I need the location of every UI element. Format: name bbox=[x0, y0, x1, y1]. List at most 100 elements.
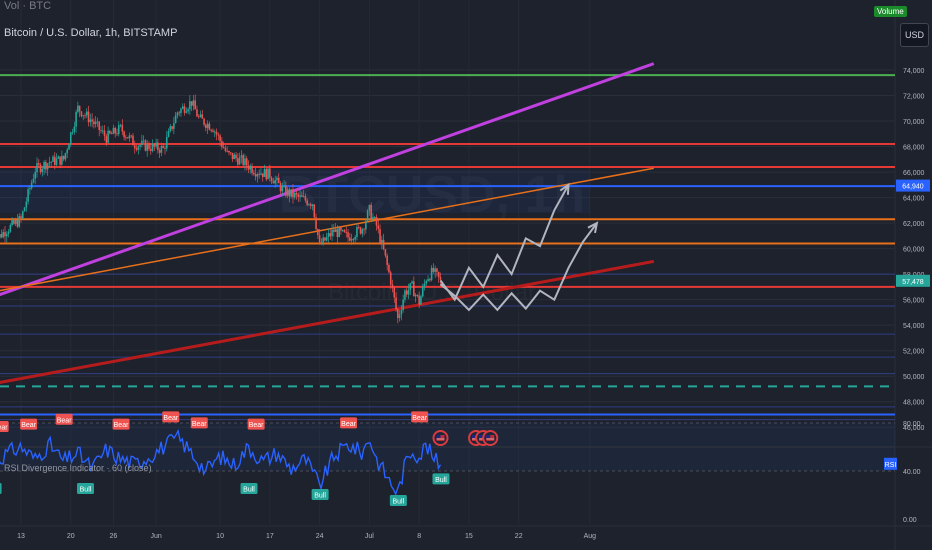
candle-body bbox=[100, 130, 102, 131]
price-label: 57,478 bbox=[902, 279, 924, 286]
candle-body bbox=[146, 143, 149, 151]
bear-signal-label: Bear bbox=[341, 421, 356, 428]
candle-body bbox=[402, 299, 404, 311]
candle-body bbox=[178, 112, 180, 114]
candle-body bbox=[359, 227, 362, 234]
currency-button[interactable]: USD bbox=[900, 23, 929, 47]
candle-body bbox=[436, 268, 438, 272]
candle-body bbox=[267, 168, 269, 180]
y-tick-label: 54,000 bbox=[903, 323, 925, 330]
x-tick-label: 17 bbox=[266, 533, 274, 540]
y-tick-label: 56,000 bbox=[903, 298, 925, 305]
bear-signal-box bbox=[55, 413, 73, 425]
candle-body bbox=[69, 132, 72, 145]
candle-body bbox=[61, 155, 63, 165]
bull-signal-box bbox=[0, 483, 2, 494]
candle-body bbox=[96, 121, 99, 123]
candle-body bbox=[395, 297, 397, 310]
candle-body bbox=[210, 129, 212, 131]
candle-body bbox=[75, 111, 77, 127]
candle-body bbox=[295, 193, 298, 195]
x-tick-label: Jul bbox=[365, 533, 374, 540]
candle-body bbox=[333, 229, 335, 232]
y-tick-label: 52,000 bbox=[903, 349, 925, 356]
candle-body bbox=[206, 123, 209, 129]
candle-body bbox=[114, 127, 117, 134]
candle-body bbox=[130, 135, 133, 137]
candle-body bbox=[162, 145, 164, 148]
candle-body bbox=[233, 154, 236, 160]
candle-body bbox=[397, 309, 399, 319]
candle-body bbox=[366, 210, 369, 221]
candle-body bbox=[20, 216, 22, 219]
candle-body bbox=[276, 177, 278, 181]
candle-body bbox=[34, 172, 37, 179]
y-tick-label: 46,000 bbox=[903, 425, 925, 432]
candle-body bbox=[73, 126, 76, 132]
symbol-title[interactable]: Bitcoin / U.S. Dollar, 1h, BITSTAMP bbox=[4, 27, 178, 39]
candle-body bbox=[169, 126, 172, 132]
candle-body bbox=[336, 229, 339, 237]
candle-body bbox=[327, 233, 330, 237]
candle-body bbox=[245, 158, 248, 166]
event-marker-flag-blue bbox=[436, 435, 441, 438]
candle-body bbox=[199, 114, 202, 117]
candle-body bbox=[183, 106, 186, 113]
x-tick-label: 13 bbox=[17, 533, 25, 540]
candle-body bbox=[171, 126, 173, 129]
candle-body bbox=[299, 195, 301, 197]
volume-title: Vol · BTC bbox=[4, 0, 52, 12]
candle-body bbox=[258, 174, 260, 175]
bull-signal-box bbox=[311, 489, 329, 500]
candle-body bbox=[320, 242, 323, 245]
candle-body bbox=[116, 133, 118, 135]
bear-signal-box bbox=[0, 421, 9, 432]
candle-body bbox=[164, 147, 166, 149]
projection-arrowhead bbox=[587, 221, 599, 234]
candle-body bbox=[123, 131, 125, 138]
candle-body bbox=[389, 272, 392, 285]
candle-body bbox=[201, 114, 204, 119]
candle-body bbox=[213, 131, 216, 133]
candle-body bbox=[128, 135, 131, 139]
candle-body bbox=[21, 211, 24, 219]
candle-body bbox=[304, 196, 307, 201]
candle-body bbox=[292, 189, 294, 198]
bear-signal-label: Bear bbox=[249, 422, 264, 429]
candle-body bbox=[251, 165, 253, 173]
candle-body bbox=[439, 277, 442, 280]
candle-body bbox=[420, 296, 422, 305]
candle-body bbox=[222, 146, 225, 148]
candle-body bbox=[27, 189, 29, 202]
candle-body bbox=[203, 118, 205, 125]
x-tick-label: 15 bbox=[465, 533, 473, 540]
candle-body bbox=[263, 168, 266, 177]
bull-signal-box bbox=[240, 483, 258, 494]
candle-body bbox=[224, 147, 227, 151]
candle-body bbox=[4, 231, 6, 237]
trendline bbox=[0, 62, 655, 297]
candle-body bbox=[226, 150, 228, 152]
bear-signal-box bbox=[112, 418, 130, 430]
candle-body bbox=[137, 146, 140, 150]
candle-body bbox=[197, 116, 200, 118]
candle-body bbox=[350, 239, 353, 241]
candle-body bbox=[425, 281, 428, 284]
rsi-indicator-title[interactable]: RSI Divergence Indicator · 60 (close) bbox=[4, 463, 152, 473]
bull-signal-label: Bull bbox=[314, 493, 326, 500]
bear-signal-box bbox=[162, 411, 180, 423]
y-tick-label: 50,000 bbox=[903, 374, 925, 381]
candle-body bbox=[103, 130, 106, 137]
bear-signal-box bbox=[20, 418, 38, 430]
candle-body bbox=[302, 196, 305, 197]
candle-body bbox=[196, 109, 198, 117]
candle-body bbox=[11, 220, 13, 225]
x-tick-label: 20 bbox=[67, 533, 75, 540]
candle-body bbox=[32, 178, 35, 183]
volume-badge[interactable]: Volume bbox=[874, 6, 907, 17]
bear-signal-box bbox=[411, 411, 429, 423]
candle-body bbox=[205, 124, 207, 129]
candle-body bbox=[149, 149, 152, 151]
candle-body bbox=[110, 133, 113, 135]
